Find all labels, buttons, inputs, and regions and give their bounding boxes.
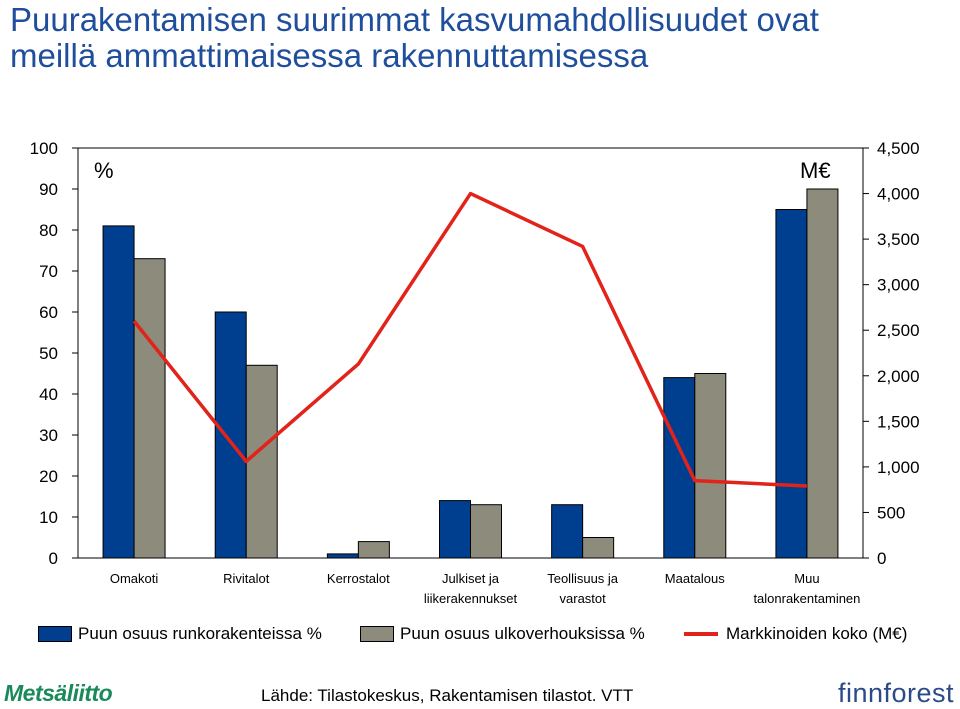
left-axis-tick-label: 100 xyxy=(30,139,58,158)
left-axis-tick-label: 0 xyxy=(49,549,58,568)
bar-runko xyxy=(439,500,471,559)
category-label: talonrakentaminen xyxy=(753,591,860,606)
left-axis-tick-label: 10 xyxy=(39,508,58,527)
right-axis-tick-label: 2,500 xyxy=(877,321,920,340)
right-axis-tick-label: 1,500 xyxy=(877,412,920,431)
legend-swatch-markkinat xyxy=(684,632,718,636)
right-axis-tick-label: 1,000 xyxy=(877,458,920,477)
left-axis-tick-label: 40 xyxy=(39,385,58,404)
bar-runko xyxy=(102,225,135,559)
chart-title-line-1: Puurakentamisen suurimmat kasvumahdollis… xyxy=(10,1,819,38)
right-axis-tick-label: 4,000 xyxy=(877,185,920,204)
bar-ulkoverhous xyxy=(806,188,839,559)
left-axis-tick-label: 90 xyxy=(39,180,58,199)
right-axis-tick-label: 500 xyxy=(877,503,905,522)
chart-title: Puurakentamisen suurimmat kasvumahdollis… xyxy=(10,2,950,74)
bar-runko xyxy=(775,209,808,559)
finnforest-logo: finnforest xyxy=(837,678,954,708)
footer: Metsäliitto Lähde: Tilastokeskus, Rakent… xyxy=(0,678,960,709)
right-axis-tick-label: 0 xyxy=(877,549,886,568)
category-label: Julkiset ja xyxy=(442,571,500,586)
bar-ulkoverhous xyxy=(357,541,390,559)
metsaliitto-logo: Metsäliitto xyxy=(4,680,113,706)
bar-ulkoverhous xyxy=(694,373,727,559)
left-axis-tick-label: 70 xyxy=(39,262,58,281)
bar-ulkoverhous xyxy=(245,364,278,559)
category-label: Maatalous xyxy=(665,571,725,586)
legend-label-ulkoverhous: Puun osuus ulkoverhouksissa % xyxy=(400,624,645,643)
legend: Puun osuus runkorakenteissa % Puun osuus… xyxy=(38,624,938,648)
bar-runko xyxy=(326,553,359,559)
right-axis-tick-label: 4,500 xyxy=(877,139,920,158)
right-axis-tick-label: 2,000 xyxy=(877,367,920,386)
left-axis-tick-label: 50 xyxy=(39,344,58,363)
category-label: Teollisuus ja xyxy=(547,571,619,586)
bar-ulkoverhous xyxy=(470,504,502,559)
left-axis-unit-label: % xyxy=(94,158,114,183)
category-label: liikerakennukset xyxy=(424,591,518,606)
category-label: Muu xyxy=(794,571,819,586)
legend-label-runko: Puun osuus runkorakenteissa % xyxy=(78,624,322,643)
legend-item-runko: Puun osuus runkorakenteissa % xyxy=(38,624,322,644)
bar-runko xyxy=(551,504,584,559)
left-axis-tick-label: 20 xyxy=(39,467,58,486)
category-label: varastot xyxy=(560,591,607,606)
category-label: Omakoti xyxy=(110,571,159,586)
plot-area xyxy=(77,147,864,559)
category-label: Kerrostalot xyxy=(327,571,390,586)
source-note: Lähde: Tilastokeskus, Rakentamisen tilas… xyxy=(261,686,634,705)
right-axis-tick-label: 3,000 xyxy=(877,276,920,295)
series-line-markkinat xyxy=(132,191,807,488)
legend-swatch-runko xyxy=(38,626,72,642)
bar-runko xyxy=(214,311,247,559)
legend-item-ulkoverhous: Puun osuus ulkoverhouksissa % xyxy=(360,624,645,644)
category-label: Rivitalot xyxy=(223,571,270,586)
bar-ulkoverhous xyxy=(582,537,615,559)
left-axis-tick-label: 30 xyxy=(39,426,58,445)
right-axis-tick-label: 3,500 xyxy=(877,230,920,249)
chart-title-line-2: meillä ammattimaisessa rakennuttamisessa xyxy=(10,37,649,74)
legend-swatch-ulkoverhous xyxy=(360,626,394,642)
combo-chart: 0 10 20 30 40 50 60 70 80 90 100 0 500 1,000 1,500 2,00… xyxy=(30,139,920,606)
left-axis-tick-label: 80 xyxy=(39,221,58,240)
bar-ulkoverhous xyxy=(133,258,166,559)
legend-item-markkinat: Markkinoiden koko (M€) xyxy=(684,624,907,644)
left-axis-tick-label: 60 xyxy=(39,303,58,322)
right-axis-unit-label: M€ xyxy=(800,158,831,183)
legend-label-markkinat: Markkinoiden koko (M€) xyxy=(726,624,908,643)
